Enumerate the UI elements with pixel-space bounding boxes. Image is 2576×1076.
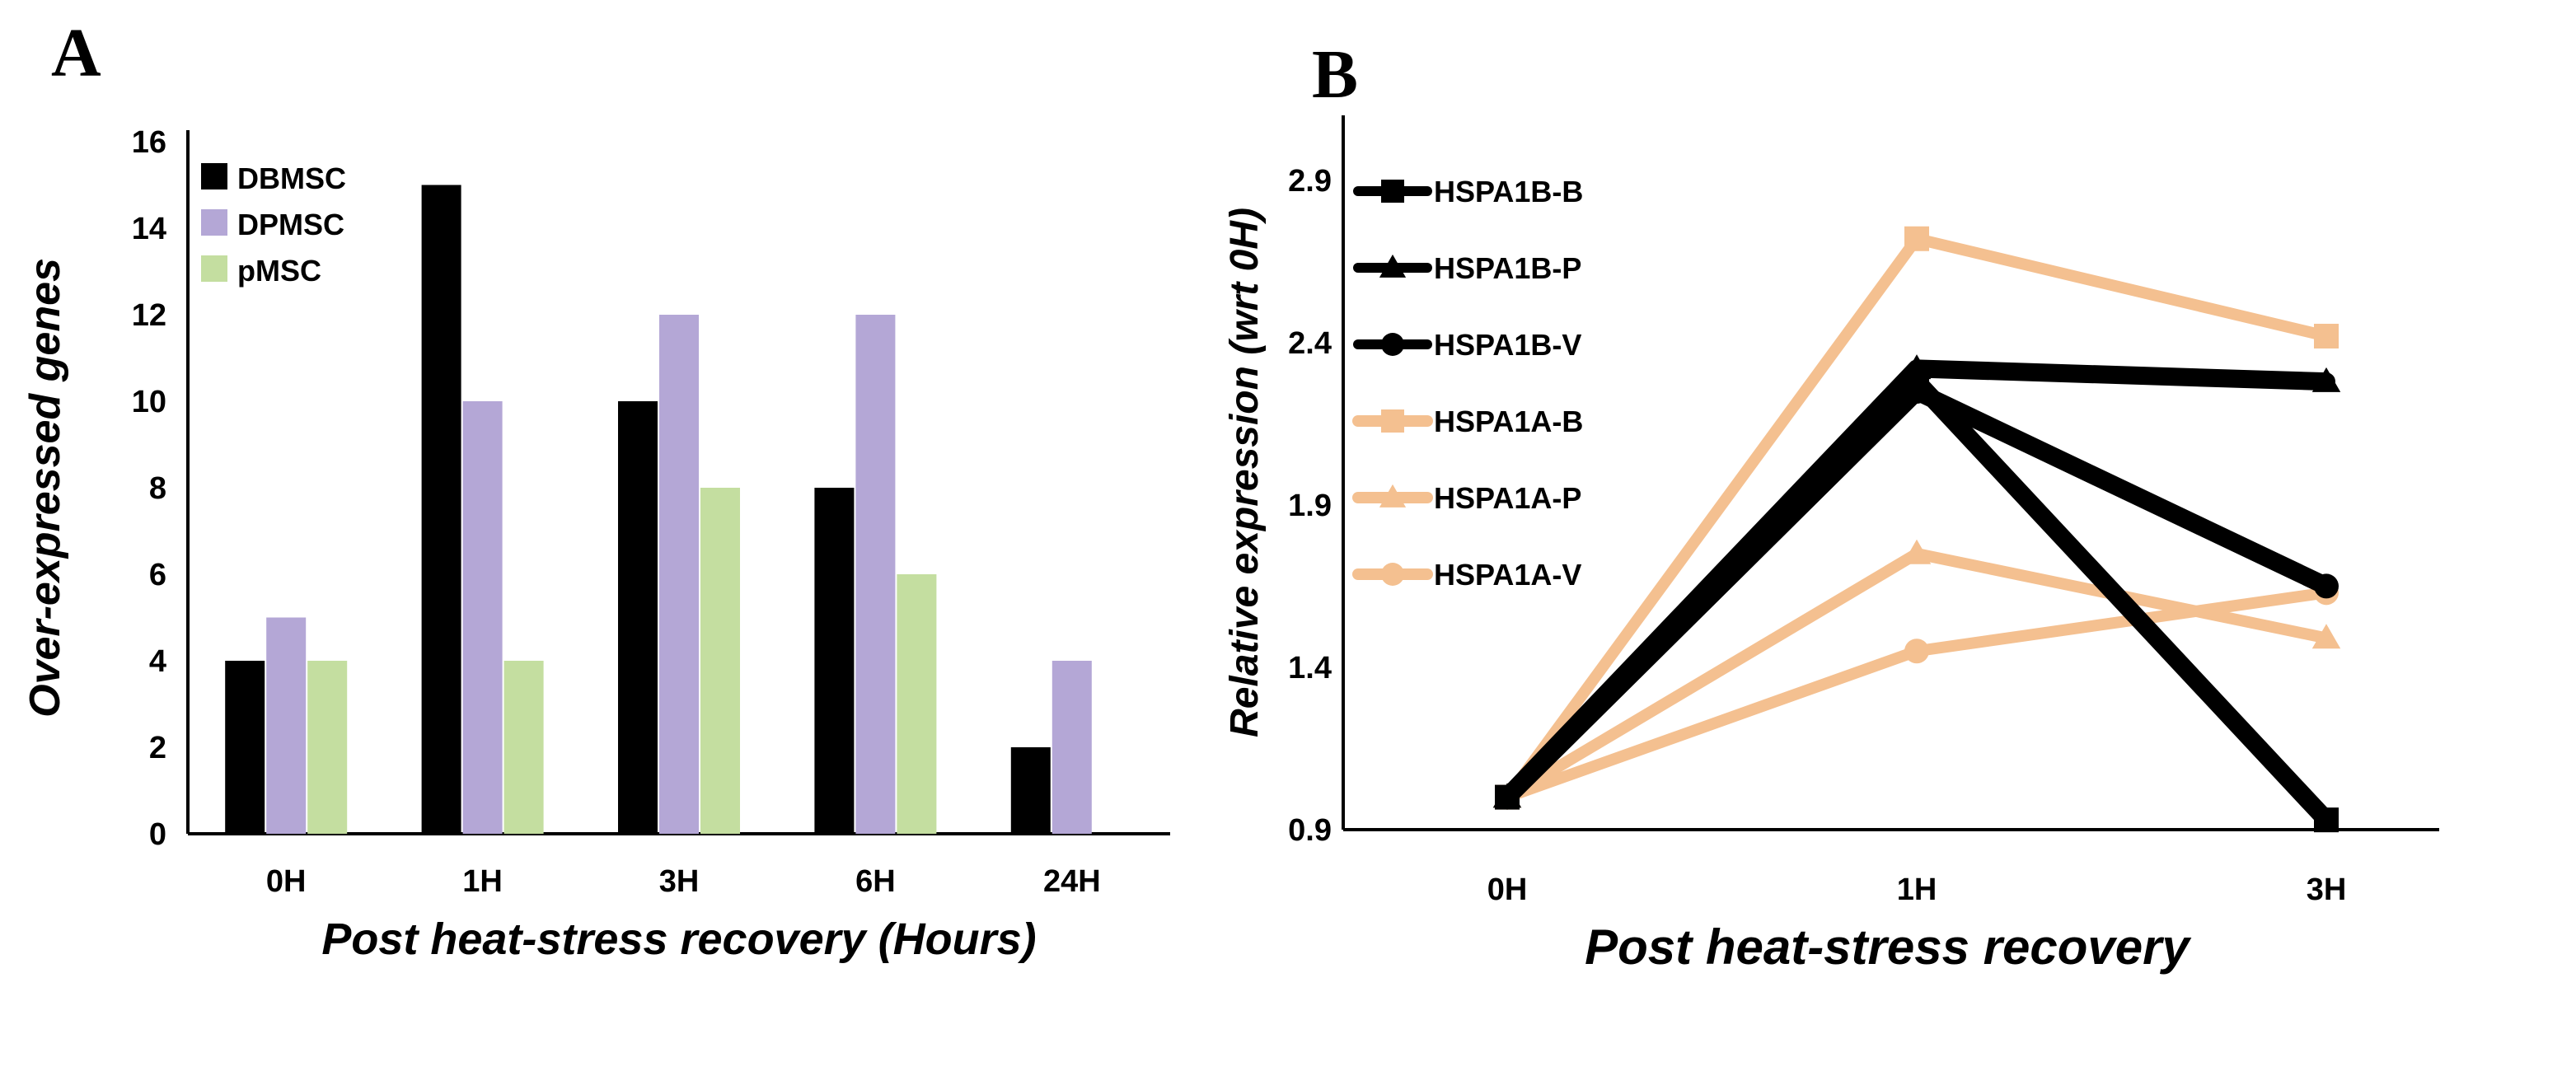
x-tick-label: 24H <box>1043 864 1101 899</box>
y-tick-label: 0.9 <box>1288 813 1332 848</box>
series-line-hspa1b-p <box>1498 359 2335 807</box>
bar-pmsc-1h <box>503 661 544 834</box>
point-hspa1b-v-3h <box>2314 573 2339 599</box>
y-axis-title: Relative expression (wrt 0H) <box>1223 208 1267 737</box>
point-hspa1a-p-1h <box>1902 539 1932 564</box>
legend-label-hspa1b-v: HSPA1B-V <box>1434 328 1581 362</box>
point-hspa1a-v-1h <box>1904 639 1929 664</box>
bar-dbmsc-24h <box>1010 747 1051 834</box>
point-hspa1a-b-3h <box>2314 323 2339 349</box>
panel-label-a: A <box>51 15 101 91</box>
legend-marker-hspa1b-p <box>1379 254 1407 278</box>
point-hspa1b-v-0h <box>1495 784 1520 810</box>
bar-dbmsc-6h <box>814 488 855 834</box>
legend-marker-hspa1b-b <box>1381 180 1404 203</box>
x-axis-title: Post heat-stress recovery (Hours) <box>321 915 1036 964</box>
point-hspa1a-b-1h <box>1904 226 1929 251</box>
bar-dpmsc-1h <box>462 401 503 834</box>
point-hspa1b-v-1h <box>1904 378 1929 404</box>
legend-label-hspa1b-p: HSPA1B-P <box>1434 251 1581 285</box>
y-tick-label: 16 <box>132 125 166 160</box>
x-tick-label: 3H <box>659 864 700 899</box>
bar-dbmsc-0h <box>225 661 265 834</box>
panel-label-b: B <box>1312 36 1358 113</box>
legend-marker-hspa1a-b <box>1381 409 1404 433</box>
point-hspa1a-p-3h <box>2311 624 2341 649</box>
y-tick-label: 10 <box>132 385 166 419</box>
series-line-hspa1b-v <box>1498 381 2335 807</box>
point-hspa1b-p-1h <box>1902 354 1932 380</box>
bar-dbmsc-3h <box>618 401 658 834</box>
y-tick-label: 2.9 <box>1288 164 1332 199</box>
bar-dpmsc-6h <box>855 315 896 834</box>
legend-label-pmsc: pMSC <box>237 254 321 288</box>
x-axis-title: Post heat-stress recovery <box>1585 919 2191 975</box>
point-hspa1b-p-3h <box>2311 367 2341 392</box>
y-tick-label: 4 <box>149 644 166 679</box>
legend-swatch-dpmsc <box>201 209 227 236</box>
y-tick-label: 0 <box>149 817 166 852</box>
x-tick-label: 6H <box>855 864 896 899</box>
legend-marker-hspa1b-v <box>1381 333 1404 356</box>
bar-pmsc-6h <box>897 574 937 834</box>
legend-swatch-pmsc <box>201 255 227 282</box>
y-tick-label: 14 <box>132 212 166 246</box>
y-tick-label: 2.4 <box>1288 326 1332 361</box>
x-tick-label: 1H <box>462 864 503 899</box>
chart-b: 0.9 1.4 1.9 2.4 2.9 0H 1H 3H Post heat-stress re… <box>1223 115 2439 975</box>
legend-label-hspa1a-v: HSPA1A-V <box>1434 558 1581 592</box>
bar-dpmsc-0h <box>266 617 307 834</box>
y-tick-label: 1.4 <box>1288 651 1332 685</box>
legend-label-hspa1a-p: HSPA1A-P <box>1434 481 1581 515</box>
x-tick-label: 3H <box>2307 872 2347 907</box>
y-tick-label: 1.9 <box>1288 489 1332 523</box>
legend-marker-hspa1a-p <box>1379 484 1407 508</box>
legend-swatch-dbmsc <box>201 163 227 189</box>
point-hspa1b-b-3h <box>2314 807 2339 833</box>
legend-marker-hspa1a-v <box>1381 563 1404 586</box>
x-tick-label: 0H <box>266 864 307 899</box>
bar-pmsc-3h <box>700 488 740 834</box>
bar-pmsc-0h <box>307 661 348 834</box>
legend-label-dpmsc: DPMSC <box>237 208 344 241</box>
bar-dpmsc-3h <box>659 315 699 834</box>
legend-label-hspa1b-b: HSPA1B-B <box>1434 175 1583 208</box>
x-tick-label: 1H <box>1897 872 1937 907</box>
y-tick-label: 6 <box>149 558 166 592</box>
legend-label-hspa1a-b: HSPA1A-B <box>1434 405 1583 438</box>
y-tick-label: 8 <box>149 471 166 506</box>
bar-dbmsc-1h <box>421 185 461 834</box>
x-tick-label: 0H <box>1487 872 1528 907</box>
y-tick-label: 12 <box>132 298 166 333</box>
y-axis-title: Over-expressed genes <box>21 258 69 718</box>
bar-dpmsc-24h <box>1051 661 1092 834</box>
legend-label-dbmsc: DBMSC <box>237 161 346 195</box>
y-tick-label: 2 <box>149 731 166 765</box>
